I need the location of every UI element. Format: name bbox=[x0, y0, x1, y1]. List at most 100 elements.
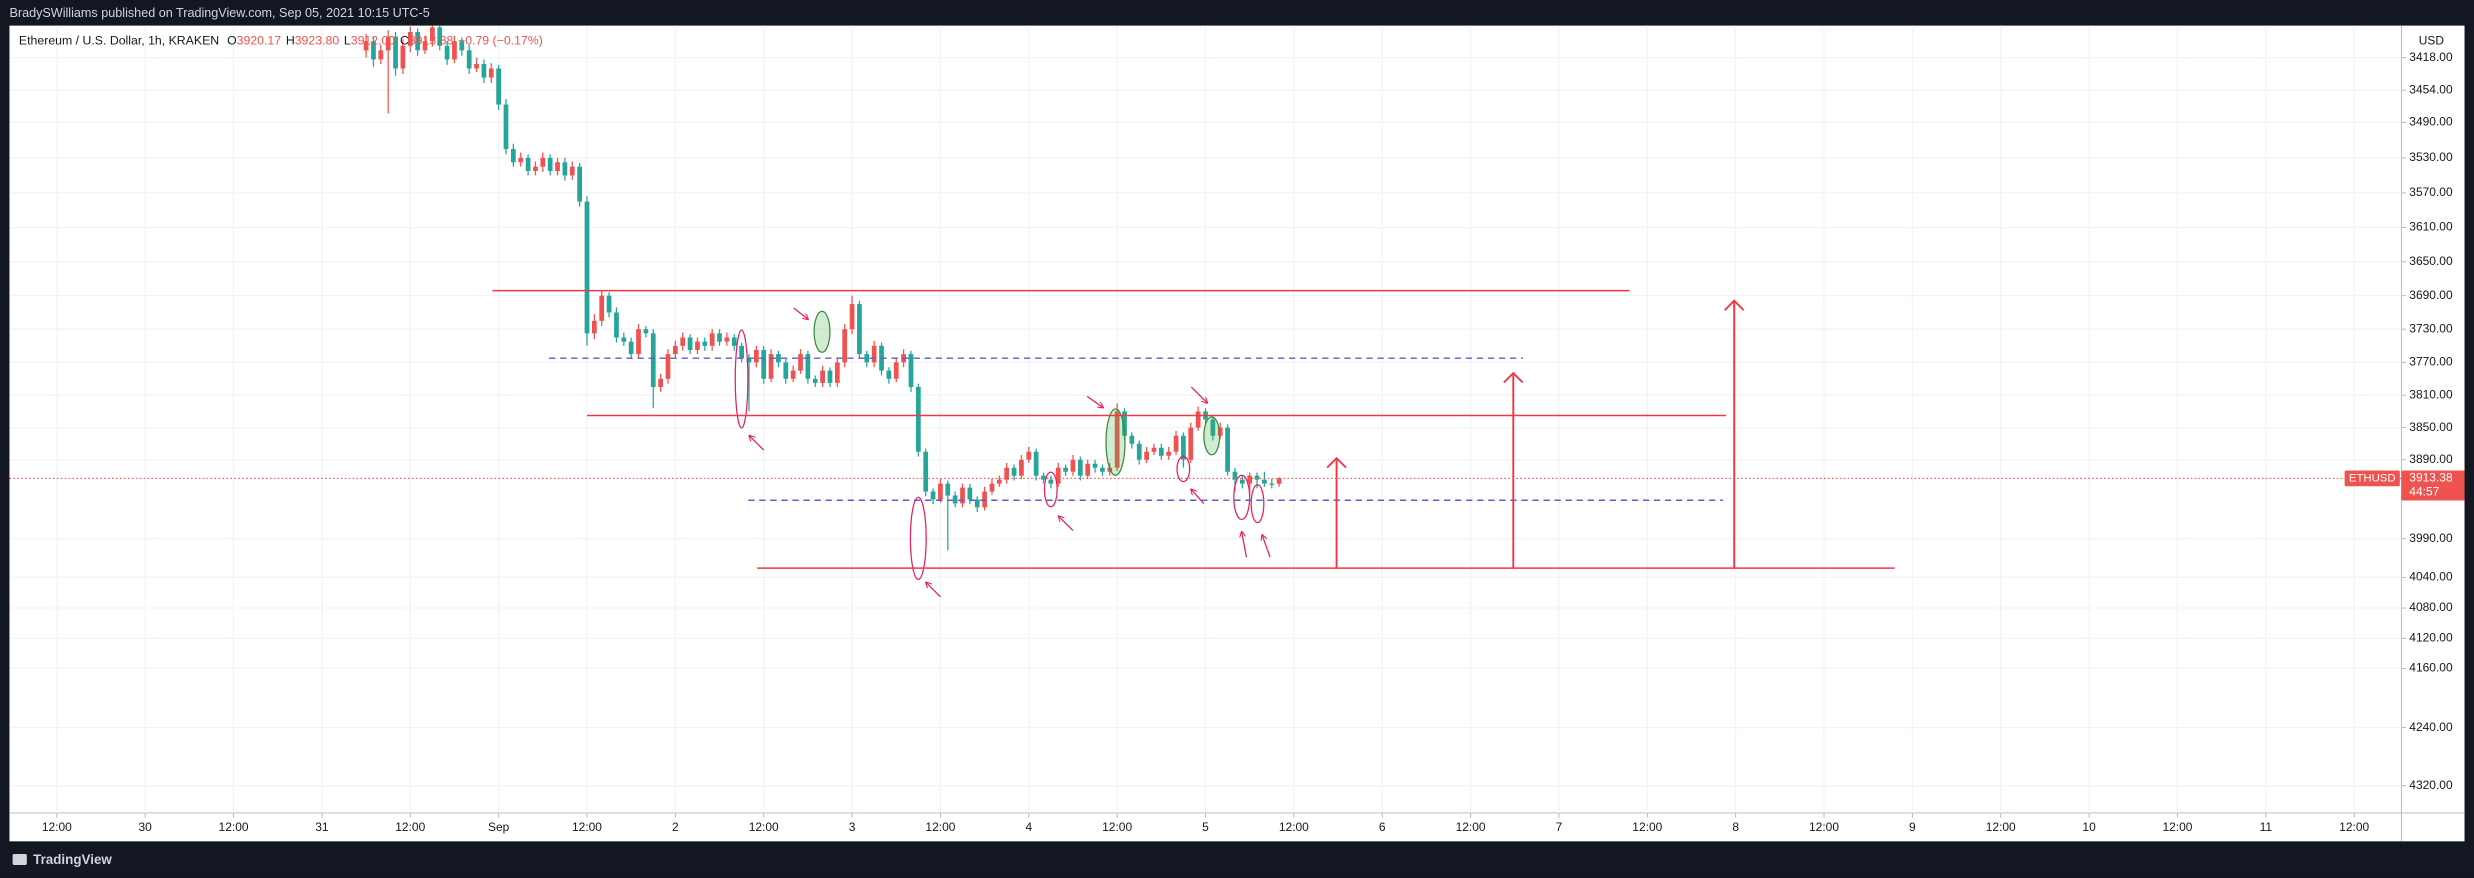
x-tick-label: 12:00 bbox=[42, 820, 72, 834]
candle-body bbox=[864, 354, 870, 363]
x-tick-label: 2 bbox=[672, 820, 679, 834]
candle-body bbox=[945, 483, 951, 496]
candle-body bbox=[812, 378, 818, 383]
candle-body bbox=[1070, 459, 1076, 472]
pointer bbox=[1242, 532, 1248, 558]
candle-body bbox=[960, 487, 965, 504]
candle-body bbox=[562, 162, 568, 176]
x-tick-label: 12:00 bbox=[749, 820, 779, 834]
candle-body bbox=[1011, 467, 1017, 476]
x-tick-label: 7 bbox=[1556, 820, 1563, 834]
candle-body bbox=[974, 499, 980, 508]
candle-body bbox=[731, 337, 737, 346]
x-tick-label: 12:00 bbox=[2339, 820, 2369, 834]
currency: USD bbox=[2419, 34, 2445, 48]
x-tick-label: 10 bbox=[2082, 820, 2096, 834]
chart-title: Ethereum / U.S. Dollar, 1h, KRAKEN bbox=[19, 34, 219, 48]
pointer bbox=[749, 436, 765, 451]
logo bbox=[12, 853, 27, 866]
candle-body bbox=[1041, 475, 1046, 480]
x-tick-label: 12:00 bbox=[1102, 820, 1132, 834]
candle-body bbox=[363, 41, 369, 51]
x-tick-label: 12:00 bbox=[572, 820, 602, 834]
candle-body bbox=[849, 304, 855, 330]
candle-body bbox=[827, 370, 833, 383]
arrow-head bbox=[1724, 299, 1745, 311]
candle-body bbox=[1019, 459, 1024, 476]
x-tick-label: 12:00 bbox=[1986, 820, 2016, 834]
candle-body bbox=[834, 362, 840, 383]
pointer bbox=[926, 583, 941, 598]
highlight bbox=[909, 496, 927, 581]
highlight bbox=[813, 310, 831, 353]
candle-body bbox=[790, 370, 796, 379]
candle-body bbox=[1055, 467, 1061, 484]
pointer bbox=[1059, 516, 1074, 531]
y-tick-label: 3454.00 bbox=[2409, 82, 2453, 96]
highlight bbox=[1105, 408, 1126, 476]
candle-body bbox=[1210, 419, 1216, 436]
candle-body bbox=[908, 354, 914, 387]
candle-body bbox=[1100, 467, 1105, 472]
candle-body bbox=[1033, 451, 1039, 476]
pointer bbox=[793, 307, 808, 319]
candle-body bbox=[820, 370, 825, 383]
candle-body bbox=[746, 358, 752, 363]
candle-body bbox=[584, 201, 590, 334]
candle-body bbox=[1004, 467, 1010, 480]
candle-body bbox=[393, 36, 398, 69]
candle-body bbox=[1239, 479, 1245, 484]
candle-body bbox=[1188, 427, 1194, 460]
highlight bbox=[1043, 471, 1058, 508]
candle-body bbox=[989, 483, 995, 492]
candle-body bbox=[481, 63, 487, 78]
candle-body bbox=[378, 50, 384, 60]
y-tick-label: 3570.00 bbox=[2409, 185, 2453, 199]
candle-body bbox=[1262, 479, 1267, 484]
x-tick-label: 12:00 bbox=[1809, 820, 1839, 834]
candle-body bbox=[1181, 435, 1186, 460]
grid bbox=[9, 25, 2402, 813]
y-tick-label: 3690.00 bbox=[2409, 288, 2453, 302]
candle-body bbox=[452, 41, 457, 60]
candle-body bbox=[1114, 411, 1120, 468]
candle-body bbox=[1217, 427, 1223, 436]
candle-body bbox=[798, 354, 803, 371]
price-badge bbox=[2401, 470, 2465, 501]
candle-body bbox=[982, 491, 987, 508]
candle-body bbox=[415, 32, 421, 51]
candle-body bbox=[783, 362, 789, 379]
candle-body bbox=[636, 329, 641, 355]
legend-key: O bbox=[227, 34, 237, 48]
y-tick-label: 4120.00 bbox=[2409, 631, 2453, 645]
candle-body bbox=[857, 304, 862, 355]
price-label: 3913.38 bbox=[2409, 471, 2453, 485]
pointer bbox=[1262, 535, 1271, 558]
candle-body bbox=[510, 149, 516, 163]
y-tick-label: 3730.00 bbox=[2409, 321, 2453, 335]
candle-body bbox=[422, 41, 428, 51]
candle-body bbox=[591, 320, 597, 334]
candle-body bbox=[525, 157, 531, 172]
candle-body bbox=[672, 345, 678, 355]
x-tick-label: 6 bbox=[1379, 820, 1386, 834]
candle-body bbox=[1129, 435, 1135, 444]
candle-body bbox=[1166, 451, 1172, 456]
y-tick-label: 4320.00 bbox=[2409, 778, 2453, 792]
candle-body bbox=[555, 162, 560, 172]
candle-body bbox=[996, 479, 1002, 484]
legend-key: L bbox=[344, 34, 351, 48]
candle-body bbox=[385, 36, 391, 51]
candle-body bbox=[938, 483, 943, 500]
candle-body bbox=[407, 32, 413, 46]
candle-body bbox=[1225, 427, 1230, 472]
candle-body bbox=[805, 354, 811, 379]
y-tick-label: 3418.00 bbox=[2409, 50, 2453, 64]
y-tick-label: 3990.00 bbox=[2409, 531, 2453, 545]
x-tick-label: 12:00 bbox=[1279, 820, 1309, 834]
x-tick-label: 12:00 bbox=[1456, 820, 1486, 834]
candle-body bbox=[1269, 483, 1275, 485]
highlight bbox=[734, 329, 749, 429]
